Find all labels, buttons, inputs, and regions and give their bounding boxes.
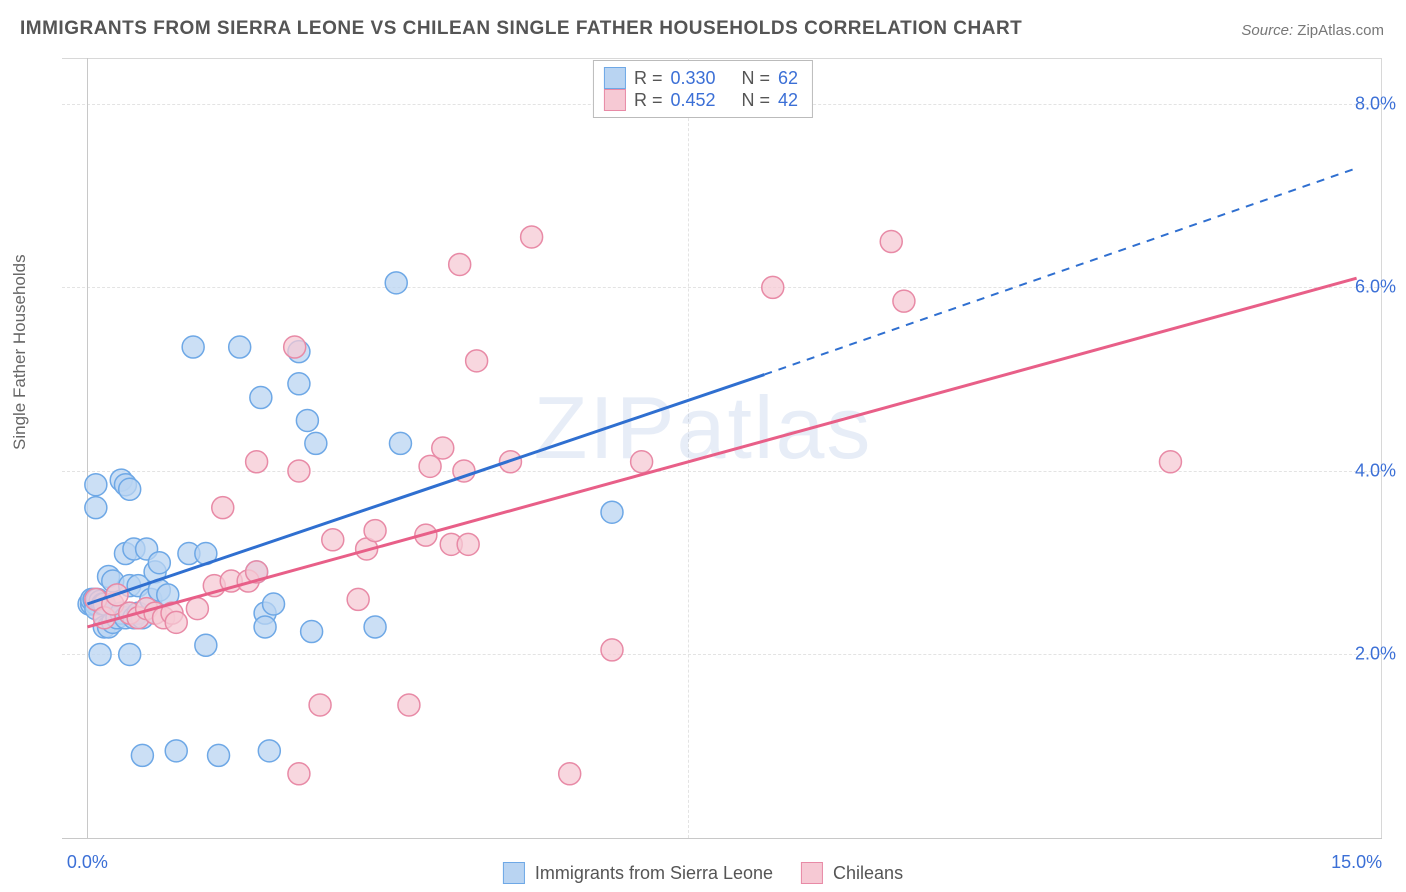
bottom-legend: Immigrants from Sierra Leone Chileans bbox=[503, 862, 903, 884]
scatter-point bbox=[250, 387, 272, 409]
stats-R-value-0: 0.330 bbox=[670, 68, 715, 89]
scatter-point bbox=[364, 520, 386, 542]
scatter-point bbox=[119, 478, 141, 500]
source-label: Source: bbox=[1241, 22, 1293, 39]
trend-line bbox=[87, 375, 764, 604]
scatter-point bbox=[165, 740, 187, 762]
scatter-point bbox=[1159, 451, 1181, 473]
scatter-point bbox=[419, 455, 441, 477]
scatter-point bbox=[521, 226, 543, 248]
scatter-point bbox=[601, 639, 623, 661]
stats-row-series-1: R = 0.452 N = 42 bbox=[604, 89, 798, 111]
scatter-point bbox=[347, 588, 369, 610]
x-axis-line bbox=[62, 838, 1382, 839]
scatter-point bbox=[208, 744, 230, 766]
legend-label-1: Chileans bbox=[833, 863, 903, 884]
scatter-point bbox=[246, 451, 268, 473]
scatter-point bbox=[762, 276, 784, 298]
scatter-point bbox=[85, 474, 107, 496]
scatter-point bbox=[195, 634, 217, 656]
scatter-point bbox=[309, 694, 331, 716]
scatter-point bbox=[466, 350, 488, 372]
legend-item-1: Chileans bbox=[801, 862, 903, 884]
legend-swatch-1 bbox=[801, 862, 823, 884]
scatter-point bbox=[186, 598, 208, 620]
stats-R-label: R = bbox=[634, 90, 663, 111]
scatter-point bbox=[85, 497, 107, 519]
scatter-point bbox=[322, 529, 344, 551]
scatter-point bbox=[288, 763, 310, 785]
scatter-point bbox=[449, 253, 471, 275]
stats-legend-box: R = 0.330 N = 62 R = 0.452 N = 42 bbox=[593, 60, 813, 118]
scatter-point bbox=[119, 643, 141, 665]
legend-swatch-0 bbox=[503, 862, 525, 884]
stats-R-label: R = bbox=[634, 68, 663, 89]
scatter-point bbox=[296, 409, 318, 431]
scatter-point bbox=[301, 621, 323, 643]
scatter-point bbox=[398, 694, 420, 716]
legend-item-0: Immigrants from Sierra Leone bbox=[503, 862, 773, 884]
scatter-point bbox=[288, 373, 310, 395]
stats-row-series-0: R = 0.330 N = 62 bbox=[604, 67, 798, 89]
scatter-point bbox=[457, 533, 479, 555]
scatter-point bbox=[288, 460, 310, 482]
scatter-point bbox=[880, 231, 902, 253]
scatter-point bbox=[229, 336, 251, 358]
stats-N-label: N = bbox=[742, 90, 771, 111]
scatter-point bbox=[263, 593, 285, 615]
scatter-point bbox=[182, 336, 204, 358]
stats-N-value-1: 42 bbox=[778, 90, 798, 111]
x-tick: 15.0% bbox=[1331, 852, 1382, 873]
x-tick: 0.0% bbox=[67, 852, 108, 873]
source-value: ZipAtlas.com bbox=[1297, 22, 1384, 39]
scatter-point bbox=[254, 616, 276, 638]
scatter-point bbox=[89, 643, 111, 665]
scatter-point bbox=[148, 552, 170, 574]
scatter-plot-svg bbox=[62, 58, 1382, 838]
scatter-point bbox=[364, 616, 386, 638]
scatter-point bbox=[212, 497, 234, 519]
stats-N-value-0: 62 bbox=[778, 68, 798, 89]
swatch-series-0 bbox=[604, 67, 626, 89]
stats-R-value-1: 0.452 bbox=[670, 90, 715, 111]
source-attribution: Source: ZipAtlas.com bbox=[1241, 22, 1384, 39]
scatter-point bbox=[385, 272, 407, 294]
scatter-point bbox=[432, 437, 454, 459]
y-axis-label: Single Father Households bbox=[10, 254, 30, 450]
scatter-point bbox=[258, 740, 280, 762]
swatch-series-1 bbox=[604, 89, 626, 111]
scatter-point bbox=[165, 611, 187, 633]
trend-line-extrapolated bbox=[764, 168, 1356, 374]
scatter-point bbox=[389, 432, 411, 454]
scatter-point bbox=[893, 290, 915, 312]
scatter-point bbox=[305, 432, 327, 454]
scatter-point bbox=[131, 744, 153, 766]
correlation-chart: IMMIGRANTS FROM SIERRA LEONE VS CHILEAN … bbox=[0, 0, 1406, 892]
scatter-point bbox=[601, 501, 623, 523]
scatter-point bbox=[559, 763, 581, 785]
scatter-point bbox=[631, 451, 653, 473]
chart-title: IMMIGRANTS FROM SIERRA LEONE VS CHILEAN … bbox=[20, 18, 1022, 40]
legend-label-0: Immigrants from Sierra Leone bbox=[535, 863, 773, 884]
stats-N-label: N = bbox=[742, 68, 771, 89]
scatter-point bbox=[284, 336, 306, 358]
